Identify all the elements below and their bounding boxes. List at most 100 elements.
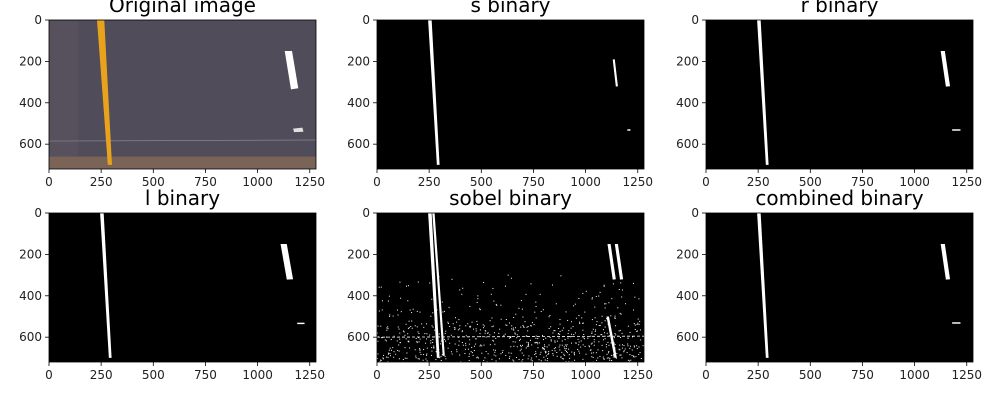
noise-pixel <box>404 347 406 349</box>
noise-pixel <box>516 357 518 359</box>
noise-pixel <box>453 327 455 329</box>
noise-pixel <box>459 328 461 330</box>
noise-pixel <box>579 321 581 323</box>
noise-pixel <box>378 310 380 312</box>
noise-pixel <box>585 353 587 355</box>
noise-pixel <box>554 330 556 332</box>
noise-pixel <box>621 296 623 298</box>
noise-pixel <box>606 332 608 334</box>
noise-pixel <box>624 348 626 350</box>
noise-pixel <box>468 359 470 361</box>
noise-pixel <box>434 323 436 325</box>
noise-pixel <box>518 359 520 361</box>
noise-pixel <box>469 306 471 308</box>
noise-pixel <box>637 318 639 320</box>
noise-pixel <box>483 325 485 327</box>
noise-pixel <box>410 325 412 327</box>
noise-pixel <box>588 345 590 347</box>
noise-pixel <box>535 337 537 339</box>
noise-pixel <box>522 326 524 328</box>
noise-pixel <box>639 352 641 354</box>
noise-pixel <box>426 347 428 349</box>
noise-pixel <box>596 321 598 323</box>
noise-pixel <box>573 334 575 336</box>
noise-pixel <box>632 355 634 357</box>
noise-pixel <box>612 340 614 342</box>
noise-pixel <box>578 344 580 346</box>
noise-pixel <box>536 341 538 343</box>
noise-pixel <box>604 335 606 337</box>
noise-pixel <box>634 324 636 326</box>
noise-pixel <box>529 339 531 341</box>
noise-pixel <box>610 342 612 344</box>
noise-pixel <box>518 307 520 309</box>
noise-pixel <box>457 336 459 338</box>
noise-pixel <box>509 337 511 339</box>
noise-pixel <box>444 338 446 340</box>
noise-pixel <box>571 351 573 353</box>
noise-pixel <box>530 325 532 327</box>
noise-pixel <box>411 320 413 322</box>
noise-pixel <box>493 340 495 342</box>
noise-pixel <box>500 353 502 355</box>
noise-pixel <box>386 327 388 329</box>
noise-pixel <box>578 297 580 299</box>
noise-pixel <box>481 345 483 347</box>
noise-pixel <box>543 356 545 358</box>
noise-pixel <box>568 348 570 350</box>
noise-pixel <box>383 354 385 356</box>
noise-pixel <box>388 295 390 297</box>
y-tick-label: 200 <box>347 247 370 261</box>
noise-pixel <box>389 353 391 355</box>
right-dash <box>940 244 951 280</box>
noise-pixel <box>582 337 584 339</box>
noise-pixel <box>591 319 593 321</box>
noise-pixel <box>608 302 610 304</box>
noise-pixel <box>552 332 554 334</box>
noise-pixel <box>389 347 391 349</box>
noise-pixel <box>521 308 523 310</box>
noise-pixel <box>387 328 389 330</box>
noise-pixel <box>387 356 389 358</box>
noise-pixel <box>570 321 572 323</box>
noise-pixel <box>557 333 559 335</box>
noise-pixel <box>605 343 607 345</box>
y-tick-label: 0 <box>691 206 699 220</box>
noise-pixel <box>638 298 640 300</box>
far-dash <box>297 322 305 325</box>
noise-pixel <box>559 323 561 325</box>
noise-pixel <box>526 341 528 343</box>
noise-pixel <box>473 350 475 352</box>
noise-pixel <box>542 347 544 349</box>
image-area <box>706 213 973 362</box>
noise-pixel <box>567 337 569 339</box>
noise-pixel <box>563 358 565 360</box>
noise-pixel <box>573 351 575 353</box>
noise-pixel <box>564 344 566 346</box>
noise-pixel <box>564 348 566 350</box>
noise-pixel <box>435 359 437 361</box>
noise-pixel <box>433 345 435 347</box>
noise-pixel <box>495 360 497 362</box>
noise-pixel <box>537 343 539 345</box>
noise-pixel <box>397 314 399 316</box>
noise-pixel <box>541 334 543 336</box>
noise-pixel <box>493 354 495 356</box>
noise-pixel <box>516 346 518 348</box>
noise-pixel <box>451 353 453 355</box>
noise-pixel <box>629 360 631 362</box>
noise-pixel <box>540 311 542 313</box>
noise-pixel <box>621 289 623 291</box>
noise-pixel <box>443 347 445 349</box>
noise-pixel <box>512 341 514 343</box>
noise-pixel <box>398 344 400 346</box>
noise-pixel <box>555 303 557 305</box>
noise-pixel <box>619 354 621 356</box>
noise-pixel <box>378 286 380 288</box>
x-tick-label: 1000 <box>570 368 601 382</box>
y-tick-label: 200 <box>19 247 42 261</box>
y-tick-label: 400 <box>676 96 699 110</box>
noise-pixel <box>607 323 609 325</box>
noise-pixel <box>381 300 383 302</box>
noise-pixel <box>530 283 532 285</box>
